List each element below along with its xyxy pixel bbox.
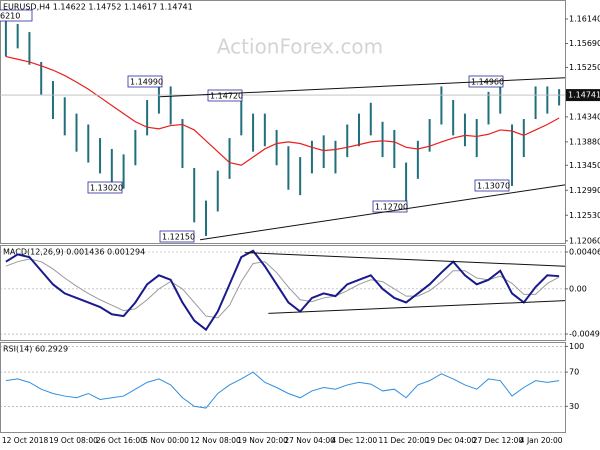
trendline xyxy=(200,184,566,241)
last-price-label: 1.14741 xyxy=(568,91,600,100)
trendline xyxy=(160,77,566,98)
x-tick-label: 19 Nov 20:00 xyxy=(237,436,288,445)
annotation-label: 1.14990 xyxy=(130,78,163,87)
x-tick-label: 11 Dec 20:00 xyxy=(379,436,430,445)
y-tick-label: 0.004069 xyxy=(569,247,600,256)
x-tick-label: 19 Oct 08:00 xyxy=(49,436,98,445)
y-tick-label: 1.15250 xyxy=(569,63,600,72)
macd-frame xyxy=(0,245,566,341)
annotation-box xyxy=(0,9,33,22)
moving-average xyxy=(5,55,560,166)
annotation-label: 6210 xyxy=(0,12,20,21)
annotation-label: 1.12700 xyxy=(375,203,408,212)
x-tick-label: 27 Dec 12:00 xyxy=(473,436,524,445)
annotation-box xyxy=(207,89,243,102)
y-tick-label: 1.15690 xyxy=(569,39,600,48)
macd-signal xyxy=(5,258,560,319)
annotation-box xyxy=(127,75,163,88)
y-tick-label: 1.12060 xyxy=(569,236,600,245)
rsi-frame xyxy=(0,342,566,433)
annotation-label: 1.12150 xyxy=(162,233,195,242)
price-frame xyxy=(0,0,566,244)
x-tick-label: 12 Nov 08:00 xyxy=(190,436,241,445)
x-tick-label: 27 Nov 04:00 xyxy=(284,436,335,445)
rsi-title: RSI(14) 60.2929 xyxy=(3,345,68,354)
y-tick-label: 1.12530 xyxy=(569,211,600,220)
y-tick-label: 1.13880 xyxy=(569,137,600,146)
x-tick-label: 26 Oct 16:00 xyxy=(96,436,145,445)
x-tick-label: 5 Nov 00:00 xyxy=(143,436,189,445)
y-tick-label: 100 xyxy=(569,342,584,351)
annotation-box xyxy=(474,179,510,192)
trendline xyxy=(268,300,566,314)
annotation-box xyxy=(87,181,123,194)
annotation-label: 1.13020 xyxy=(90,184,123,193)
annotation-box xyxy=(159,230,195,243)
y-tick-label: 1.16140 xyxy=(569,15,600,24)
annotation-label: 1.14720 xyxy=(210,92,243,101)
annotation-label: 1.14960 xyxy=(471,78,504,87)
x-tick-label: 19 Dec 04:00 xyxy=(426,436,477,445)
y-tick-label: 1.13450 xyxy=(569,161,600,170)
x-tick-label: 4 Dec 12:00 xyxy=(331,436,377,445)
y-tick-label: 1.12990 xyxy=(569,186,600,195)
y-tick-label: 30 xyxy=(569,402,579,411)
annotation-box xyxy=(372,200,408,213)
macd-title: MACD(12,26,9) 0.001436 0.001294 xyxy=(3,248,145,257)
macd-line xyxy=(5,249,560,332)
y-tick-label: 0.00 xyxy=(569,284,587,293)
x-tick-label: 4 Jan 20:00 xyxy=(520,436,563,445)
y-tick-label: 1.14340 xyxy=(569,112,600,121)
trendline xyxy=(244,252,566,267)
chart-title: EURUSD,H4 1.14622 1.14752 1.14617 1.1474… xyxy=(3,3,193,12)
watermark: ActionForex.com xyxy=(217,35,383,59)
rsi-line xyxy=(5,371,560,409)
y-tick-label: 70 xyxy=(569,368,579,377)
y-tick-label: -0.004981 xyxy=(569,330,600,339)
last-price-tag xyxy=(566,89,600,102)
x-tick-label: 12 Oct 2018 xyxy=(2,436,49,445)
annotation-label: 1.13070 xyxy=(477,182,510,191)
